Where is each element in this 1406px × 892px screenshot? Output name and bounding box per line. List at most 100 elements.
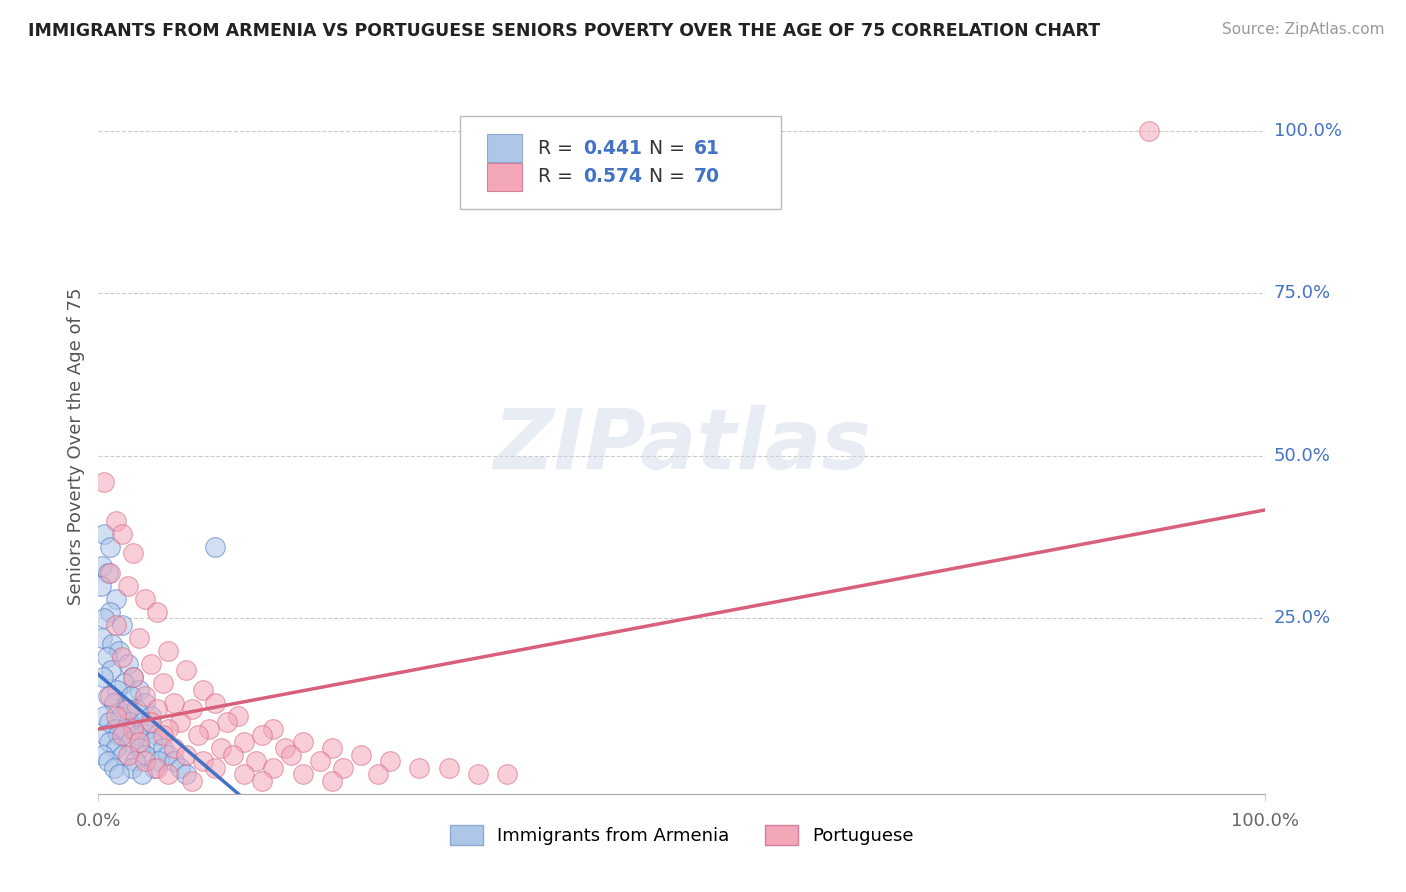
Point [136, 722, 159, 736]
Point [112, 676, 135, 690]
Point [291, 767, 314, 781]
Point [204, 540, 226, 554]
Text: 75.0%: 75.0% [1274, 285, 1331, 302]
Point [174, 747, 197, 762]
Text: Source: ZipAtlas.com: Source: ZipAtlas.com [1222, 22, 1385, 37]
Point [117, 747, 139, 762]
Point [350, 747, 373, 762]
Point [104, 591, 127, 606]
Text: N =: N = [650, 139, 692, 158]
Point [96, 650, 118, 665]
Point [157, 767, 180, 781]
Point [134, 696, 156, 710]
Point [204, 696, 226, 710]
Text: N =: N = [650, 167, 692, 186]
Point [193, 755, 215, 769]
Point [111, 617, 134, 632]
Point [110, 709, 132, 723]
Legend: Immigrants from Armenia, Portuguese: Immigrants from Armenia, Portuguese [441, 815, 922, 855]
Point [111, 728, 134, 742]
Point [108, 767, 131, 781]
Point [90, 559, 112, 574]
Point [101, 637, 124, 651]
Point [467, 767, 489, 781]
Point [117, 657, 139, 671]
Point [93, 475, 115, 489]
Point [103, 696, 125, 710]
Point [437, 761, 460, 775]
Point [97, 755, 120, 769]
Point [122, 546, 145, 560]
Point [104, 722, 127, 736]
Point [98, 566, 121, 580]
Point [100, 663, 122, 677]
Point [105, 682, 128, 697]
Point [233, 735, 256, 749]
Point [262, 722, 284, 736]
Point [169, 761, 191, 775]
Point [204, 761, 226, 775]
Point [128, 631, 150, 645]
Point [97, 735, 120, 749]
Point [321, 741, 343, 756]
Point [1137, 123, 1160, 137]
Text: R =: R = [538, 139, 579, 158]
Text: 0.441: 0.441 [582, 139, 641, 158]
Point [134, 591, 156, 606]
Point [117, 579, 139, 593]
Point [332, 761, 354, 775]
Point [97, 566, 120, 580]
Text: IMMIGRANTS FROM ARMENIA VS PORTUGUESE SENIORS POVERTY OVER THE AGE OF 75 CORRELA: IMMIGRANTS FROM ARMENIA VS PORTUGUESE SE… [28, 22, 1101, 40]
Point [98, 605, 121, 619]
Point [122, 670, 145, 684]
Point [233, 767, 256, 781]
Point [107, 728, 129, 742]
Point [163, 696, 186, 710]
Point [250, 773, 273, 788]
Text: R =: R = [538, 167, 579, 186]
Point [408, 761, 430, 775]
Point [215, 715, 238, 730]
FancyBboxPatch shape [486, 135, 522, 162]
Point [90, 579, 112, 593]
Point [98, 540, 121, 554]
Point [125, 728, 148, 742]
Point [228, 709, 250, 723]
FancyBboxPatch shape [486, 163, 522, 191]
Point [245, 755, 267, 769]
Point [118, 715, 141, 730]
Point [114, 722, 136, 736]
Point [250, 728, 273, 742]
Point [134, 690, 156, 704]
Point [132, 715, 155, 730]
Point [121, 761, 143, 775]
Point [152, 741, 174, 756]
Point [146, 728, 169, 742]
Point [141, 735, 163, 749]
Point [118, 735, 141, 749]
Point [152, 676, 174, 690]
Point [104, 617, 127, 632]
Point [111, 747, 134, 762]
Point [122, 722, 145, 736]
Point [111, 650, 134, 665]
Point [221, 747, 243, 762]
Point [146, 702, 169, 716]
Point [91, 747, 114, 762]
Point [152, 728, 174, 742]
Point [209, 741, 232, 756]
Point [280, 747, 302, 762]
Point [274, 741, 297, 756]
Point [157, 644, 180, 658]
Point [104, 514, 127, 528]
Point [180, 702, 202, 716]
Point [134, 747, 156, 762]
Point [97, 690, 120, 704]
Point [134, 755, 156, 769]
Text: 61: 61 [693, 139, 720, 158]
Point [108, 644, 131, 658]
Point [122, 670, 145, 684]
Point [139, 657, 162, 671]
Point [163, 755, 186, 769]
Point [157, 747, 180, 762]
